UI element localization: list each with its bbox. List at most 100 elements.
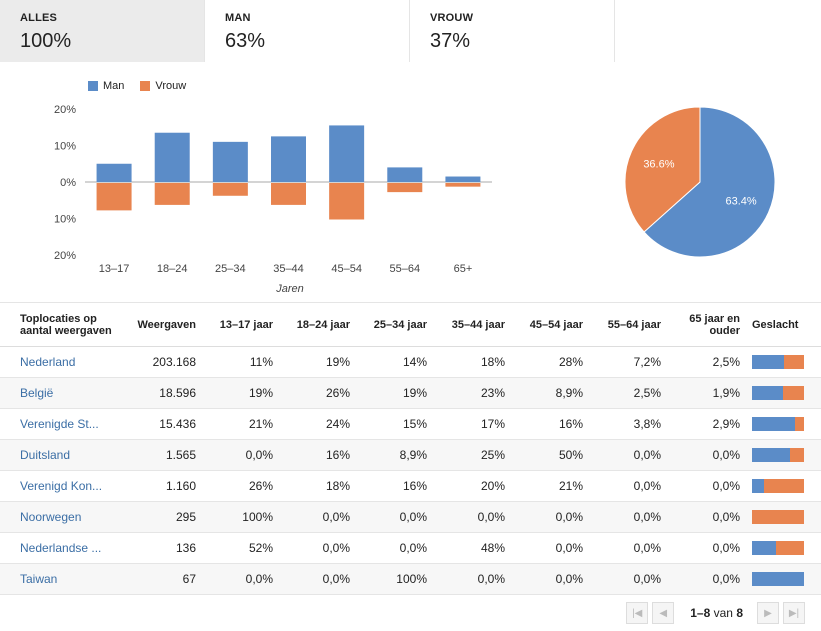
- cell-gender: [744, 563, 821, 595]
- location-link[interactable]: België: [20, 386, 54, 400]
- bar-man[interactable]: [96, 163, 132, 182]
- gender-bar: [752, 417, 804, 431]
- col-header-65plus[interactable]: 65 jaar en ouder: [665, 302, 744, 347]
- col-header-55-64[interactable]: 55–64 jaar: [587, 302, 665, 347]
- y-tick-label: 10%: [54, 141, 76, 153]
- x-tick-label: 35–44: [273, 263, 304, 275]
- page-range: 1–8 van 8: [690, 606, 743, 620]
- gender-bar-vrouw: [784, 355, 804, 369]
- next-page-icon: ▶: [764, 607, 772, 619]
- bar-vrouw[interactable]: [445, 183, 481, 187]
- location-link[interactable]: Verenigde St...: [20, 417, 99, 431]
- legend-item-vrouw[interactable]: Vrouw: [140, 80, 186, 92]
- pie-slice-man[interactable]: [643, 106, 776, 258]
- bar-vrouw[interactable]: [154, 183, 190, 205]
- col-header-location[interactable]: Toplocaties op aantal weergaven: [0, 302, 124, 347]
- gender-bar: [752, 479, 804, 493]
- location-link[interactable]: Taiwan: [20, 572, 58, 586]
- cell-views: 18.596: [124, 377, 200, 409]
- last-page-icon: ▶|: [788, 607, 800, 619]
- cell-views: 1.160: [124, 470, 200, 502]
- location-link[interactable]: Verenigd Kon...: [20, 479, 103, 493]
- table-row: Verenigd Kon... 1.160 26% 18% 16% 20% 21% 0,0% 0…: [0, 470, 821, 502]
- cell-age-share: 100%: [200, 501, 277, 533]
- cell-age-share: 14%: [354, 346, 431, 378]
- cell-location: Noorwegen: [0, 501, 124, 533]
- cell-location: Verenigd Kon...: [0, 470, 124, 502]
- x-tick-label: 65+: [454, 263, 473, 275]
- bar-vrouw[interactable]: [96, 183, 132, 211]
- gender-bar-vrouw: [763, 479, 804, 493]
- col-header-18-24[interactable]: 18–24 jaar: [277, 302, 354, 347]
- legend-item-man[interactable]: Man: [88, 80, 124, 92]
- bar-vrouw[interactable]: [387, 183, 423, 193]
- cell-gender: [744, 377, 821, 409]
- legend-swatch-man: [88, 81, 98, 91]
- cell-age-share: 0,0%: [509, 501, 587, 533]
- col-header-views[interactable]: Weergaven: [124, 302, 200, 347]
- location-link[interactable]: Nederland: [20, 355, 76, 369]
- cell-location: Nederlandse ...: [0, 532, 124, 564]
- tab-man[interactable]: MAN 63%: [205, 0, 410, 62]
- cell-age-share: 52%: [200, 532, 277, 564]
- cell-age-share: 0,0%: [587, 501, 665, 533]
- bar-vrouw[interactable]: [329, 183, 365, 220]
- next-page-button[interactable]: ▶: [757, 602, 779, 624]
- gender-bar-man: [752, 386, 784, 400]
- location-link[interactable]: Noorwegen: [20, 510, 82, 524]
- col-header-25-34[interactable]: 25–34 jaar: [354, 302, 431, 347]
- cell-age-share: 28%: [509, 346, 587, 378]
- bar-vrouw[interactable]: [212, 183, 248, 196]
- bar-man[interactable]: [154, 132, 190, 182]
- y-tick-label: 20%: [54, 250, 76, 262]
- last-page-button[interactable]: ▶|: [783, 602, 805, 624]
- cell-age-share: 0,0%: [277, 563, 354, 595]
- prev-page-button[interactable]: ◀: [652, 602, 675, 624]
- gender-bar-vrouw: [783, 386, 804, 400]
- gender-bar-man: [752, 417, 795, 431]
- cell-age-share: 2,5%: [587, 377, 665, 409]
- cell-age-share: 0,0%: [277, 532, 354, 564]
- cell-views: 295: [124, 501, 200, 533]
- cell-age-share: 16%: [277, 439, 354, 471]
- gender-bar: [752, 572, 804, 586]
- bar-man[interactable]: [271, 136, 306, 182]
- first-page-button[interactable]: |◀: [626, 602, 649, 624]
- table-row: Nederlandse ... 136 52% 0,0% 0,0% 48% 0,0% 0,0%…: [0, 532, 821, 564]
- cell-age-share: 0,0%: [665, 501, 744, 533]
- cell-age-share: 19%: [277, 346, 354, 378]
- cell-age-share: 19%: [200, 377, 277, 409]
- cell-age-share: 0,0%: [665, 563, 744, 595]
- bar-man[interactable]: [212, 141, 248, 182]
- bar-man[interactable]: [329, 125, 365, 182]
- bar-vrouw[interactable]: [271, 183, 306, 205]
- cell-gender: [744, 346, 821, 378]
- cell-age-share: 1,9%: [665, 377, 744, 409]
- tab-value: 63%: [225, 30, 266, 52]
- gender-bar-man: [752, 541, 776, 555]
- pie-label: 36.6%: [643, 159, 674, 171]
- cell-age-share: 18%: [431, 346, 509, 378]
- tab-alles[interactable]: ALLES 100%: [0, 0, 205, 62]
- cell-age-share: 25%: [431, 439, 509, 471]
- cell-views: 136: [124, 532, 200, 564]
- gender-pie-chart: 63.4% 36.6%: [624, 106, 776, 258]
- gender-bar-vrouw: [789, 448, 804, 462]
- col-header-35-44[interactable]: 35–44 jaar: [431, 302, 509, 347]
- bar-man[interactable]: [445, 176, 481, 182]
- x-tick-label: 55–64: [389, 263, 420, 275]
- x-tick-label: 13–17: [99, 263, 130, 275]
- x-tick-label: 25–34: [215, 263, 246, 275]
- cell-location: Verenigde St...: [0, 408, 124, 440]
- col-header-45-54[interactable]: 45–54 jaar: [509, 302, 587, 347]
- page-range-value: 1–8: [690, 606, 711, 620]
- cell-age-share: 26%: [277, 377, 354, 409]
- pie-slice-vrouw[interactable]: [624, 106, 701, 233]
- col-header-gender[interactable]: Geslacht: [744, 302, 821, 347]
- cell-gender: [744, 470, 821, 502]
- location-link[interactable]: Duitsland: [20, 448, 71, 462]
- col-header-13-17[interactable]: 13–17 jaar: [200, 302, 277, 347]
- location-link[interactable]: Nederlandse ...: [20, 541, 102, 555]
- bar-man[interactable]: [387, 167, 423, 182]
- tab-vrouw[interactable]: VROUW 37%: [410, 0, 615, 62]
